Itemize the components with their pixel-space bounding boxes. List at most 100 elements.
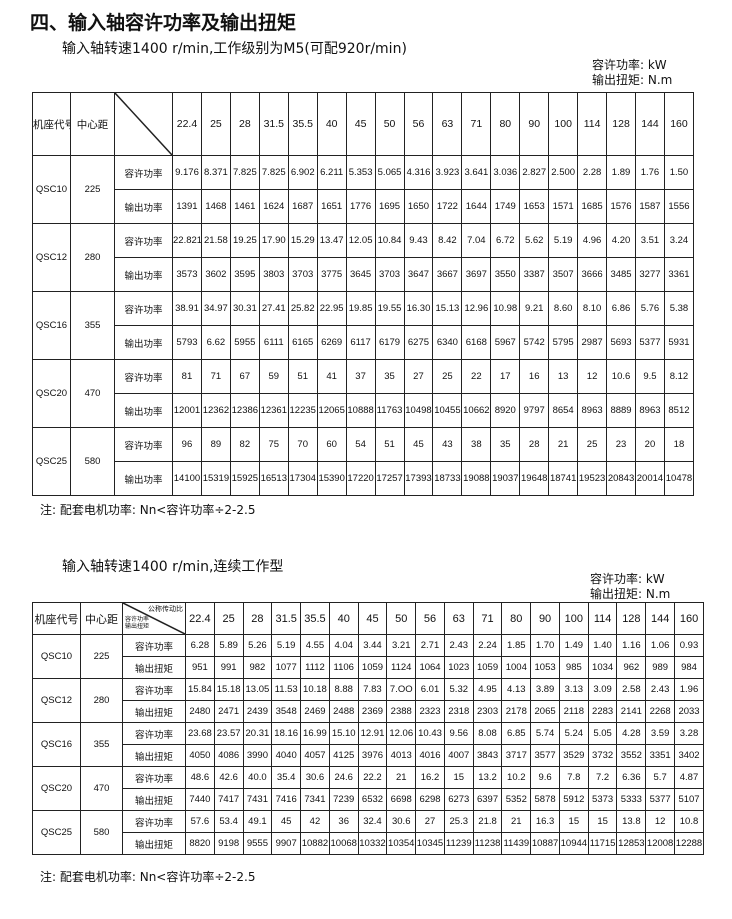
torque-value: 10498	[403, 393, 434, 428]
power-value: 3.28	[674, 722, 704, 745]
power-value: 8.88	[328, 678, 359, 701]
power-value: 70	[287, 427, 318, 462]
torque-value: 4125	[328, 744, 359, 767]
table-row-power: QSC25 580 容许功率 96 89 82 75 70 60 54 51 45 43 38 35 28 21…	[32, 427, 695, 496]
torque-value: 6.62	[200, 325, 231, 360]
power-value: 49.1	[242, 810, 273, 833]
power-value: 96	[172, 427, 202, 462]
power-value: 1.50	[663, 155, 695, 190]
torque-value: 3595	[229, 257, 260, 292]
power-value: 13.05	[242, 678, 273, 701]
row-label-torque: 输出扭矩	[122, 744, 186, 767]
power-value: 16.3	[530, 810, 560, 833]
table-row-power: QSC20 470 容许功率 81 71 67 59 51 41 37 35 27 25 22 17 16 13…	[32, 359, 695, 428]
torque-value: 2480	[185, 700, 215, 723]
power-value: 3.09	[587, 678, 618, 701]
power-value: 30.6	[300, 766, 330, 789]
torque-value: 10332	[357, 832, 388, 855]
power-value: 1.49	[558, 634, 589, 657]
header-center-distance: 中心距	[80, 602, 123, 635]
torque-value: 6298	[415, 788, 445, 811]
torque-value: 15925	[229, 461, 260, 496]
center-distance-cell: 470	[80, 766, 123, 811]
power-value: 15.84	[185, 678, 215, 701]
torque-value: 7416	[271, 788, 302, 811]
power-value: 16.99	[300, 722, 330, 745]
power-value: 32.4	[357, 810, 388, 833]
torque-value: 1112	[300, 656, 330, 679]
power-value: 45	[403, 427, 434, 462]
power-value: 59	[258, 359, 289, 394]
torque-value: 17393	[403, 461, 434, 496]
power-value: 1.89	[606, 155, 636, 190]
torque-value: 1064	[415, 656, 445, 679]
power-value: 9.43	[403, 223, 434, 258]
torque-value: 7341	[300, 788, 330, 811]
torque-value: 1023	[443, 656, 474, 679]
power-value: 5.74	[530, 722, 560, 745]
torque-value: 5878	[530, 788, 560, 811]
power-value: 7.825	[258, 155, 289, 190]
torque-value: 2439	[242, 700, 273, 723]
power-value: 10.6	[606, 359, 636, 394]
torque-value: 1653	[519, 189, 550, 224]
power-value: 3.13	[558, 678, 589, 701]
ratio-header: 128	[606, 92, 636, 156]
table1-units: 容许功率: kW 输出扭矩: N.m	[592, 58, 672, 88]
torque-value: 17304	[287, 461, 318, 496]
power-value: 2.24	[472, 634, 503, 657]
power-value: 20	[635, 427, 665, 462]
power-value: 18.16	[271, 722, 302, 745]
row-label-torque: 输出功率	[114, 189, 173, 224]
torque-value: 1059	[357, 656, 388, 679]
row-label-power: 容许功率	[114, 155, 173, 190]
ratio-header: 80	[501, 602, 532, 635]
power-value: 1.40	[587, 634, 618, 657]
power-value: 12	[645, 810, 676, 833]
power-value: 23.68	[185, 722, 215, 745]
torque-value: 3717	[501, 744, 532, 767]
torque-value: 3803	[258, 257, 289, 292]
power-value: 8.12	[663, 359, 695, 394]
ratio-header: 100	[558, 602, 589, 635]
power-value: 5.065	[374, 155, 405, 190]
power-value: 25	[432, 359, 463, 394]
power-value: 6.86	[606, 291, 636, 326]
torque-value: 12361	[258, 393, 289, 428]
torque-value: 4057	[300, 744, 330, 767]
table-row-torque: 输出功率 3573 3602 3595 3803 3703 3775 3645 3703 3647…	[33, 257, 695, 292]
power-value: 28	[519, 427, 550, 462]
power-value: 67	[229, 359, 260, 394]
torque-value: 951	[185, 656, 215, 679]
power-value: 8.371	[200, 155, 231, 190]
power-value: 9.56	[443, 722, 474, 745]
table-row-power: QSC20 470 容许功率 48.6 42.6 40.0 35.4 30.6 24.6 22.2…	[32, 766, 704, 811]
torque-value: 1461	[229, 189, 260, 224]
torque-value: 1106	[328, 656, 359, 679]
torque-value: 5912	[558, 788, 589, 811]
power-value: 35.4	[271, 766, 302, 789]
table-row-power: QSC16 355 容许功率 23.68 23.57 20.31 18.16 16.99 15.…	[32, 722, 704, 767]
model-cell: QSC20	[32, 766, 81, 811]
power-value: 1.16	[616, 634, 647, 657]
torque-value: 19523	[577, 461, 608, 496]
ratio-header: 71	[472, 602, 503, 635]
row-label-torque: 输出功率	[114, 325, 173, 360]
torque-value: 11763	[374, 393, 405, 428]
header-row: 机座代号中心距22.4252831.535.540455056637180901…	[32, 92, 695, 156]
torque-value: 1685	[577, 189, 608, 224]
ratio-header: 25	[213, 602, 244, 635]
row-label-torque: 输出扭矩	[122, 656, 186, 679]
torque-value: 6117	[345, 325, 376, 360]
power-value: 6.28	[185, 634, 215, 657]
torque-value: 12853	[616, 832, 647, 855]
torque-value: 6275	[403, 325, 434, 360]
power-value: 8.08	[472, 722, 503, 745]
torque-value: 5742	[519, 325, 550, 360]
power-value: 5.7	[645, 766, 676, 789]
power-value: 57.6	[185, 810, 215, 833]
torque-value: 3402	[674, 744, 704, 767]
power-value: 4.96	[577, 223, 608, 258]
center-distance-cell: 355	[70, 291, 115, 360]
torque-value: 2323	[415, 700, 445, 723]
